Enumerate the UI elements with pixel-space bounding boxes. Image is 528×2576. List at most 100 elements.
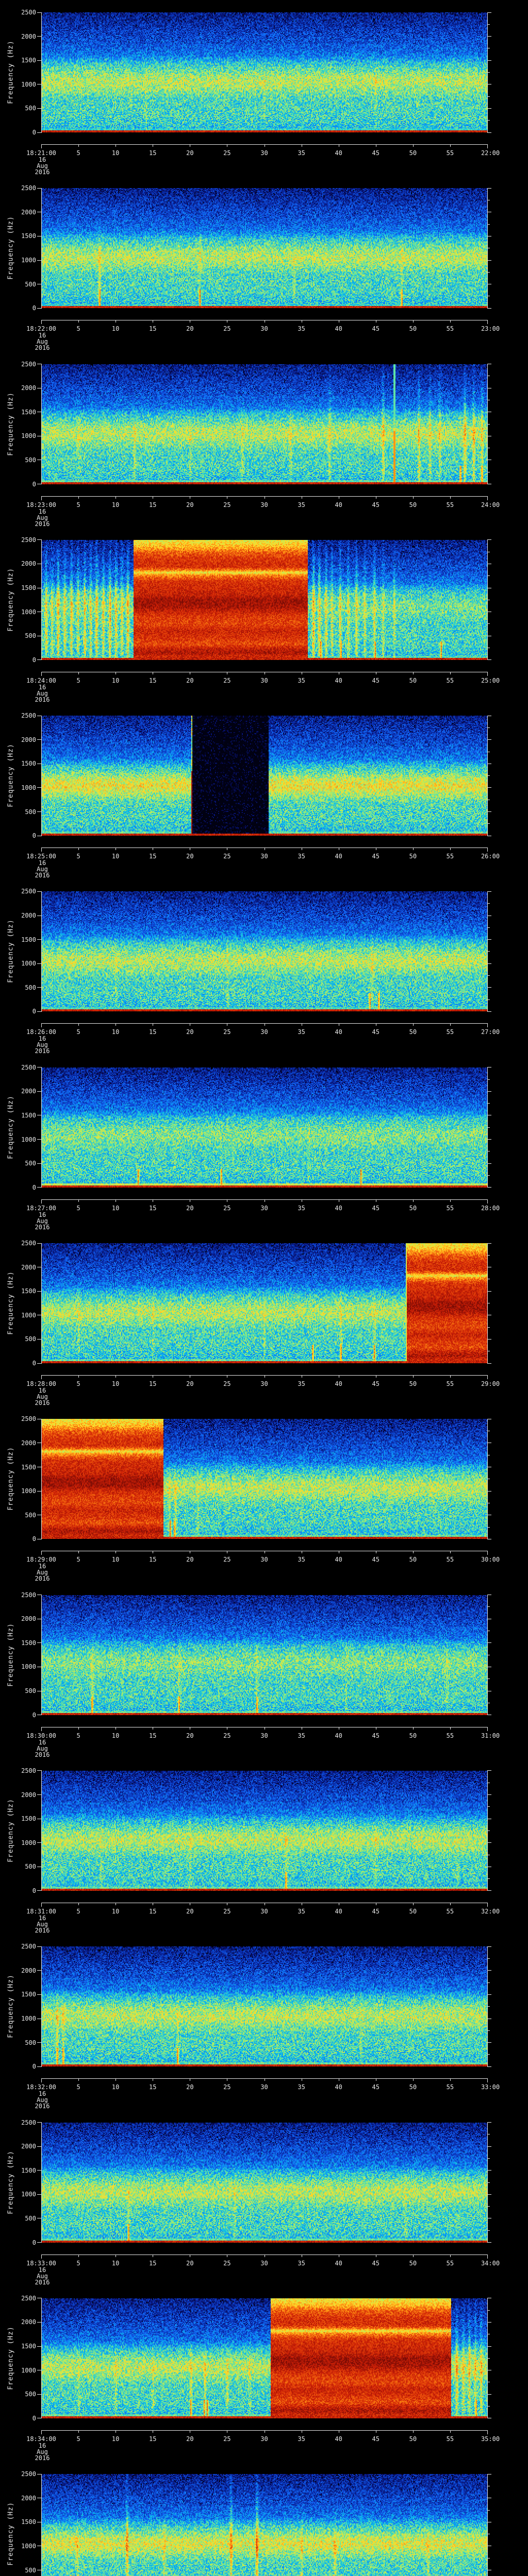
axis-tick [487,496,488,500]
spectrogram-canvas [42,1419,487,1539]
y-tick-label: 1500 [21,1815,36,1823]
axis-tick [37,108,42,109]
axis-tick [487,2054,490,2055]
x-minute-label: 25 [223,853,231,860]
x-minute-label: 30 [260,1028,268,1036]
x-minute-label: 15 [149,1732,157,1739]
axis-tick [37,132,42,133]
axis-tick [37,308,42,309]
x-start-time-label: 18:33:00 [26,2259,56,2267]
x-minute-label: 5 [76,2259,80,2267]
x-start-time-label: 18:22:00 [26,325,56,333]
y-tick-label: 1500 [21,57,36,64]
y-tick-label: 0 [32,1887,36,1894]
axis-tick [487,1994,491,1995]
spectrogram-panel: Frequency (Hz) 18:27:00 28:00 2500 2000 15… [0,1055,528,1231]
axis-tick [487,1642,491,1643]
axis-tick [41,2430,42,2434]
axis-tick [41,12,42,132]
axis-tick [78,671,79,674]
y-tick-label: 1000 [21,257,36,264]
spectrogram-panel: Frequency (Hz) 18:30:00 31:00 2500 2000 15… [0,1583,528,1758]
y-axis-title: Frequency (Hz) [7,216,15,280]
y-axis-title: Frequency (Hz) [7,1447,15,1511]
x-minute-label: 40 [335,1556,342,1564]
axis-tick [37,1842,42,1843]
axis-tick [487,1527,490,1528]
y-tick-label: 0 [32,2239,36,2246]
x-minute-label: 15 [149,2083,157,2091]
axis-tick [487,2242,491,2243]
x-minute-label: 35 [298,1907,305,1915]
axis-tick [487,364,488,484]
x-end-time-label: 25:00 [481,676,500,684]
axis-tick [487,963,491,964]
y-tick-label: 500 [25,1511,36,1519]
axis-tick [487,727,490,728]
x-minute-label: 5 [76,325,80,333]
y-tick-label: 0 [32,832,36,840]
x-minute-label: 25 [223,501,231,509]
y-tick-label: 500 [25,105,36,112]
spectrogram-panel: Frequency (Hz) 18:26:00 27:00 2500 2000 15… [0,879,528,1055]
x-end-time-label: 30:00 [481,1556,500,1564]
axis-tick [487,975,490,976]
x-minute-label: 5 [76,1028,80,1036]
axis-tick [37,2170,42,2171]
axis-tick [412,144,414,147]
y-tick-label: 2500 [21,712,36,720]
axis-tick [41,1902,42,1907]
axis-tick [487,951,490,952]
y-tick-label: 1500 [21,584,36,592]
axis-tick [487,1890,491,1891]
x-minute-label: 50 [409,2083,417,2091]
spectrogram-canvas [42,364,487,484]
axis-tick [487,775,490,776]
x-minute-label: 25 [223,1907,231,1915]
x-minute-label: 45 [372,676,380,684]
axis-tick [41,539,42,660]
axis-tick [412,2254,414,2257]
axis-tick [487,60,491,61]
x-end-time-label: 35:00 [481,2435,500,2443]
axis-tick [487,2194,491,2195]
axis-tick [41,2474,42,2576]
axis-tick [78,496,79,499]
axis-tick [450,671,451,674]
x-minute-label: 10 [111,2435,120,2443]
x-minute-label: 55 [446,2259,454,2267]
y-tick-label: 1000 [21,432,36,440]
axis-tick [37,891,42,892]
axis-tick [450,2078,451,2081]
axis-tick [487,2230,490,2231]
axis-tick [487,1946,488,2067]
date-line: 16 [38,156,46,163]
x-start-time-label: 18:29:00 [26,1556,56,1564]
axis-tick [37,60,42,61]
x-minute-label: 5 [76,1380,80,1388]
x-minute-label: 30 [260,853,268,860]
axis-tick [41,1067,42,1188]
x-minute-label: 20 [186,2083,194,2091]
axis-tick [37,1139,42,1140]
y-tick-label: 1000 [21,2015,36,2023]
x-minute-label: 15 [149,149,157,157]
x-minute-label: 50 [409,2435,417,2443]
y-tick-label: 1000 [21,1663,36,1671]
x-minute-label: 40 [335,2083,342,2091]
x-minute-label: 30 [260,501,268,509]
axis-tick [37,1890,42,1891]
x-minute-label: 55 [446,676,454,684]
axis-tick [487,1970,491,1971]
y-axis-title: Frequency (Hz) [7,743,15,807]
axis-tick [487,987,491,988]
axis-tick [41,1551,42,1555]
spectrogram-panel: Frequency (Hz) 18:21:00 22:00 2500 2000 15… [0,0,528,176]
y-tick-label: 500 [25,1160,36,1167]
axis-tick [487,2346,491,2347]
x-minute-label: 20 [186,2259,194,2267]
axis-tick [487,260,491,261]
x-end-time-label: 23:00 [481,325,500,333]
x-start-time-label: 18:30:00 [26,1732,56,1739]
x-minute-label: 40 [335,1380,342,1388]
